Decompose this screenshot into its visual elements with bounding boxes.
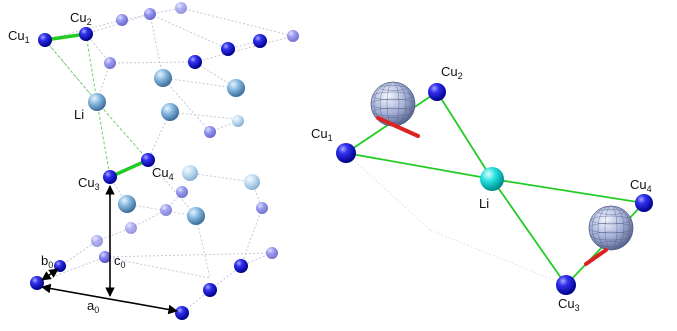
li-atom bbox=[88, 93, 106, 111]
orbital-sphere-top bbox=[370, 81, 420, 138]
cu3-atom bbox=[103, 170, 117, 184]
cu3-atom bbox=[556, 275, 576, 295]
label-b0: b0 bbox=[41, 253, 53, 270]
lattice-lines bbox=[36, 7, 294, 314]
orbital-sphere-bottom bbox=[584, 205, 634, 266]
cu-atoms bbox=[30, 27, 248, 320]
label-cu4: Cu4 bbox=[630, 177, 652, 194]
cu2-atom bbox=[428, 83, 446, 101]
lattice-vectors bbox=[41, 185, 178, 315]
a0-arrow bbox=[41, 283, 178, 315]
li-cu-dashed-bonds bbox=[44, 33, 149, 178]
cu4-atom bbox=[635, 194, 653, 212]
cu1-atom bbox=[38, 33, 52, 47]
label-li: Li bbox=[74, 107, 84, 122]
label-cu1: Cu1 bbox=[311, 126, 333, 143]
left-panel: Cu1 Cu2 Li Cu3 Cu4 b0 c0 a0 bbox=[8, 2, 299, 320]
li-atom bbox=[480, 167, 504, 191]
label-cu4: Cu4 bbox=[152, 165, 174, 182]
cu4-atom bbox=[141, 153, 155, 167]
label-cu1: Cu1 bbox=[8, 28, 30, 45]
label-cu2: Cu2 bbox=[70, 10, 92, 27]
label-a0: a0 bbox=[87, 298, 99, 315]
red-axis-top bbox=[376, 116, 420, 138]
background-atoms bbox=[91, 2, 299, 259]
label-cu3: Cu3 bbox=[78, 175, 100, 192]
right-panel: Cu1 Cu2 Li Cu3 Cu4 bbox=[311, 64, 653, 313]
cu2-atom bbox=[79, 27, 93, 41]
li-atoms bbox=[88, 69, 245, 225]
label-li: Li bbox=[479, 196, 489, 211]
cu1-atom bbox=[336, 143, 356, 163]
b0-arrow bbox=[41, 268, 59, 281]
label-cu3: Cu3 bbox=[558, 296, 580, 313]
label-c0: c0 bbox=[114, 253, 126, 270]
red-axis-bottom bbox=[584, 248, 608, 266]
label-cu2: Cu2 bbox=[441, 64, 463, 81]
